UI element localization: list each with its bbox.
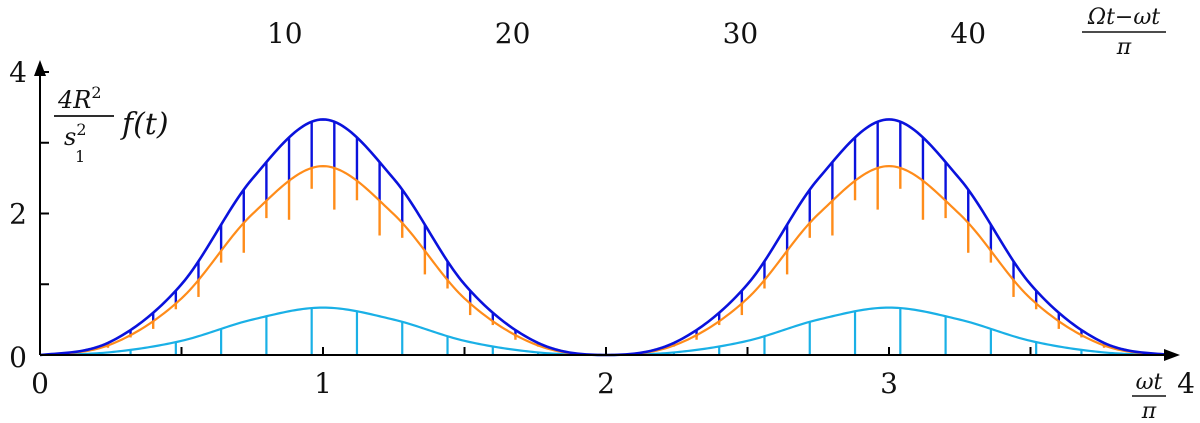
x-tick-label: 1: [314, 367, 332, 400]
y-label-numerator-sup: 2: [91, 83, 101, 102]
inner-stems: [129, 308, 1083, 355]
top-label-denominator: π: [1116, 35, 1132, 60]
middle-curve: [39, 164, 1173, 357]
y-axis-label: 4R2 s2 1 f(t): [54, 83, 169, 166]
x-axis-label: ωt π: [1132, 370, 1166, 423]
x-axis-arrow: [1164, 349, 1180, 361]
x-tick-label: 3: [880, 367, 898, 400]
x-tick-label: 2: [597, 367, 615, 400]
top-tick-label: 30: [723, 17, 759, 50]
top-label-numerator: Ωt−ωt: [1087, 5, 1160, 30]
y-axis-arrow: [34, 60, 46, 76]
y-label-denominator-sub: 1: [75, 147, 85, 166]
top-axis-label: Ωt−ωt π: [1082, 5, 1166, 60]
top-tick-label: 20: [495, 17, 531, 50]
y-tick-label: 0: [9, 341, 27, 374]
outer-curve: [39, 118, 1173, 357]
svg-text:4R2: 4R2: [57, 83, 102, 114]
top-tick-label: 40: [950, 17, 986, 50]
x-label-numerator: ωt: [1136, 370, 1163, 395]
x-tick-label: 4: [1177, 367, 1195, 400]
curves: [39, 118, 1173, 357]
y-label-denominator: s: [64, 123, 76, 151]
svg-text:s2: s2: [64, 120, 87, 151]
y-tick-label: 4: [9, 56, 27, 89]
x-label-denominator: π: [1141, 399, 1157, 423]
axes: [34, 60, 1180, 361]
y-tick-label: 2: [9, 198, 27, 231]
x-tick-label: 0: [31, 367, 49, 400]
y-label-numerator: 4R: [57, 86, 91, 114]
top-tick-label: 10: [267, 17, 303, 50]
y-label-denominator-sup: 2: [76, 120, 86, 139]
y-label-function: f(t): [120, 107, 169, 142]
outer-stems: [84, 121, 1128, 353]
